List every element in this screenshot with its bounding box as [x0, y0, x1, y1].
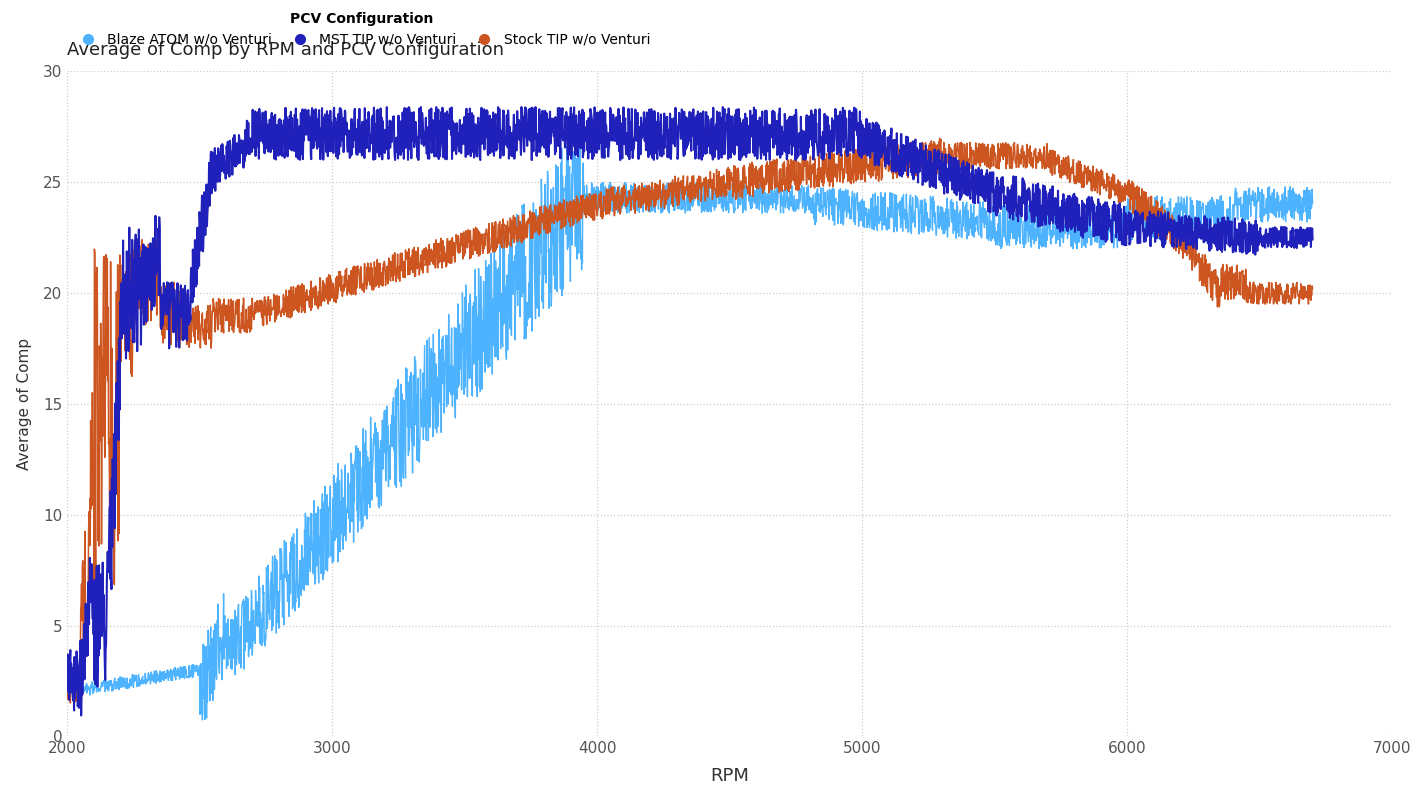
Y-axis label: Average of Comp: Average of Comp — [17, 338, 31, 470]
X-axis label: RPM: RPM — [710, 768, 750, 785]
Legend: Blaze ATOM w/o Venturi, MST TIP w/o Venturi, Stock TIP w/o Venturi: Blaze ATOM w/o Venturi, MST TIP w/o Vent… — [74, 12, 650, 47]
Text: Average of Comp by RPM and PCV Configuration: Average of Comp by RPM and PCV Configura… — [67, 41, 504, 59]
